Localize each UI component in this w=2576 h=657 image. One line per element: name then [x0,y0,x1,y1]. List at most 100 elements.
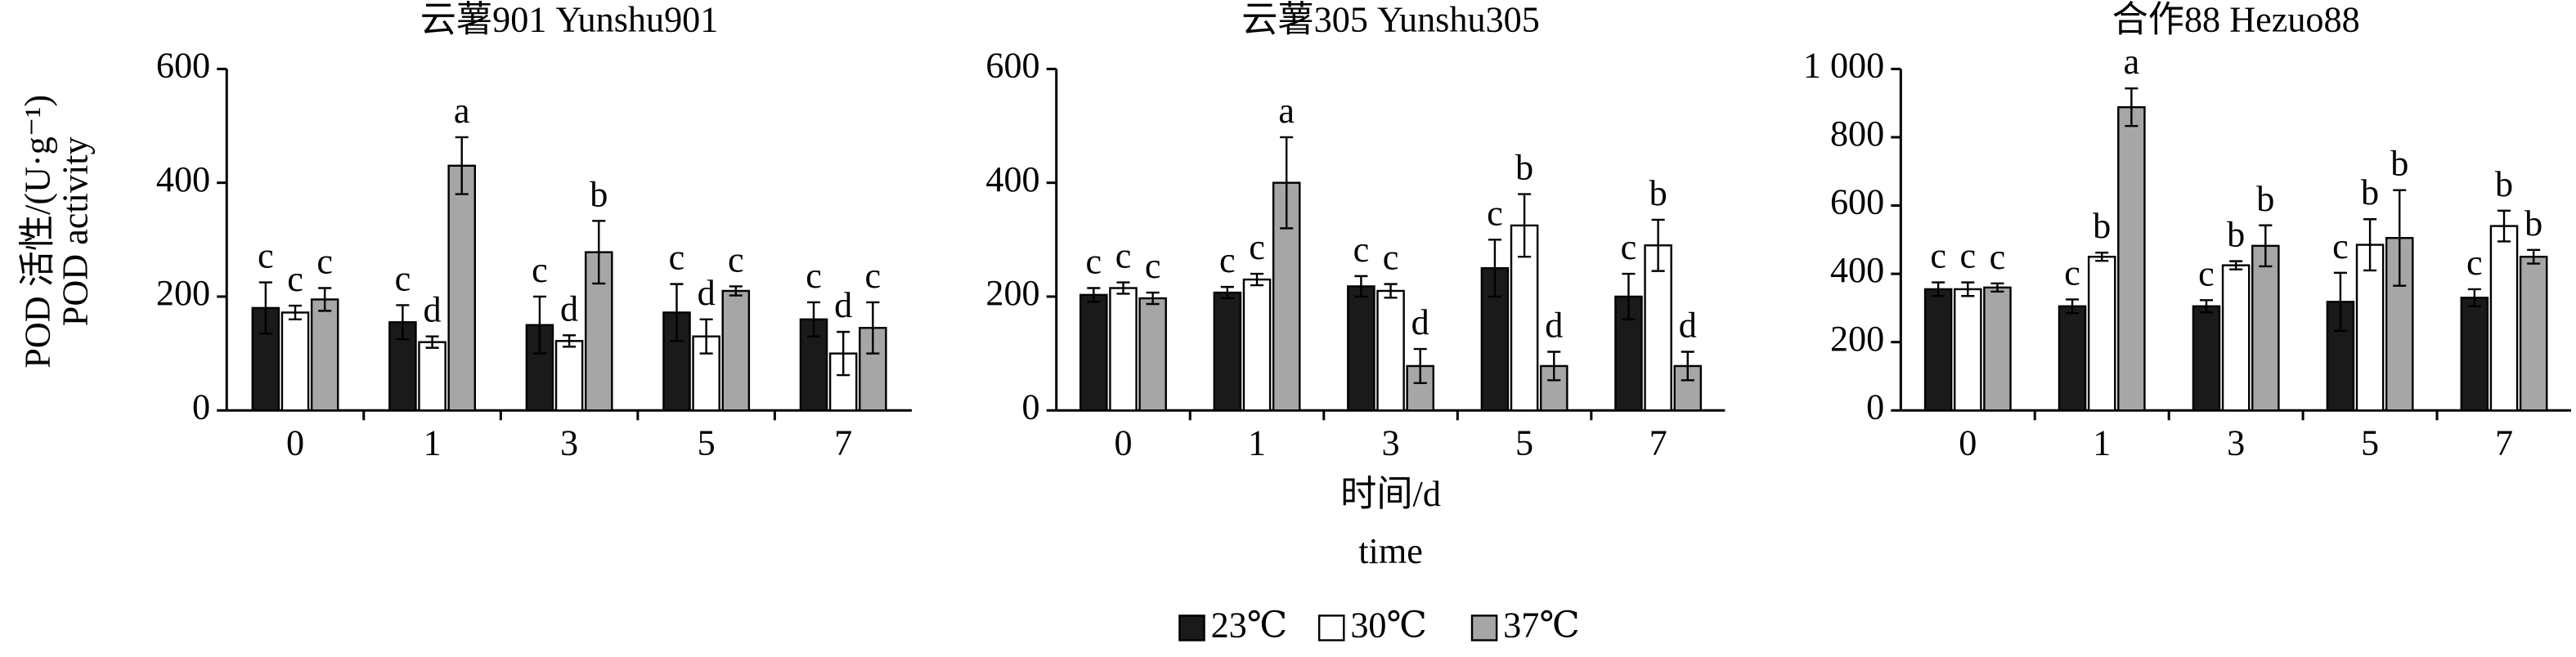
x-tick-label: 7 [834,423,852,463]
significance-label: d [698,273,716,313]
significance-label: b [2495,164,2513,204]
bar [1109,287,1138,412]
y-tick-label: 800 [1830,114,1884,154]
chart-title: 云薯305 Yunshu305 [1241,0,1540,39]
x-tick-label: 0 [1959,423,1977,463]
y-tick-label: 400 [156,159,210,199]
bar [1923,288,1953,412]
x-axis-label: time [1358,531,1423,571]
significance-label: c [1383,238,1399,278]
y-tick-label: 400 [985,159,1039,199]
significance-label: d [1411,302,1429,342]
bar [2117,105,2146,412]
significance-label: c [2064,253,2080,293]
significance-label: c [669,238,685,278]
bar [554,340,584,412]
significance-label: b [2256,179,2274,219]
significance-label: b [2524,203,2542,244]
chart-title: 合作88 Hezuo88 [2112,0,2360,39]
y-tick-label: 200 [985,273,1039,313]
significance-label: c [1959,236,1976,276]
legend-swatch [1470,615,1498,641]
significance-label: d [424,290,442,330]
bar [2460,297,2489,412]
bar [1079,293,1108,412]
significance-label: c [258,236,274,276]
y-tick-label: 1 000 [1803,46,1884,86]
significance-label: c [1086,242,1102,282]
significance-label: c [1249,227,1265,267]
bar [2192,305,2221,412]
significance-label: c [395,258,411,298]
bar [2087,256,2116,412]
significance-label: b [590,174,608,214]
significance-label: c [1115,236,1132,276]
x-tick-label: 5 [1515,423,1533,463]
bar [310,298,339,412]
significance-label: d [560,288,578,328]
y-tick-label: 600 [1830,182,1884,222]
y-axis-label: POD activity [56,136,96,326]
significance-label: b [2361,172,2379,212]
y-tick-label: 400 [1830,250,1884,290]
x-tick-label: 5 [698,423,716,463]
bar [2355,244,2385,412]
significance-label: b [1649,173,1667,213]
x-tick-label: 5 [2361,423,2379,463]
bar [1242,278,1272,412]
significance-label: c [1990,237,2006,277]
significance-label: b [1515,148,1533,188]
significance-label: d [834,285,852,325]
chart-title: 云薯901 Yunshu901 [420,0,719,39]
x-tick-label: 3 [1382,423,1400,463]
significance-label: a [454,91,470,131]
x-tick-label: 7 [1649,423,1667,463]
bar [1138,297,1167,412]
significance-label: c [1487,193,1503,233]
significance-label: a [1278,91,1295,131]
y-axis-label: POD 活性/(U·g⁻¹) [17,95,57,369]
bar [1954,288,1982,412]
x-tick-label: 0 [1114,423,1132,463]
bar [280,311,310,412]
legend-label: 23℃ [1211,606,1288,646]
x-tick-label: 1 [2093,423,2111,463]
significance-label: c [2466,243,2483,283]
x-tick-label: 1 [424,423,442,463]
significance-label: c [1930,236,1946,276]
x-tick-label: 3 [2227,423,2245,463]
bar [721,289,751,412]
significance-label: c [532,250,548,290]
significance-label: c [316,242,333,282]
legend-label: 30℃ [1350,606,1427,646]
significance-label: c [1219,240,1236,280]
bar [2251,244,2280,412]
x-tick-label: 7 [2495,423,2513,463]
significance-label: c [2198,253,2215,293]
y-tick-label: 0 [192,387,210,427]
x-axis-label: 时间/d [1340,474,1441,514]
bar [1376,289,1405,412]
bar [447,164,476,412]
significance-label: c [728,239,744,279]
bar [1983,286,2012,412]
significance-label: c [806,256,822,296]
x-tick-label: 0 [286,423,304,463]
bar [2519,256,2548,412]
x-tick-label: 3 [560,423,578,463]
y-tick-label: 200 [156,273,210,313]
bar [2058,305,2087,412]
significance-label: b [2390,144,2408,184]
bar [418,341,447,412]
significance-label: c [2332,226,2349,266]
y-tick-label: 0 [1866,387,1884,427]
significance-label: c [1353,230,1370,270]
x-tick-label: 1 [1248,423,1266,463]
significance-label: b [2227,215,2245,255]
y-tick-label: 0 [1022,387,1040,427]
significance-label: b [2093,206,2111,246]
bar [2221,264,2251,412]
significance-label: c [1145,246,1161,286]
significance-label: c [1621,227,1637,267]
